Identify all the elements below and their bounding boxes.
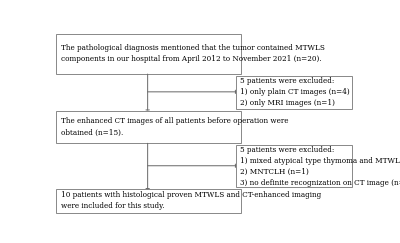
FancyBboxPatch shape — [236, 145, 352, 187]
Text: 5 patients were excluded:
1) only plain CT images (n=4)
2) only MRI images (n=1): 5 patients were excluded: 1) only plain … — [240, 77, 350, 107]
FancyBboxPatch shape — [56, 189, 241, 213]
FancyBboxPatch shape — [236, 76, 352, 109]
Text: 5 patients were excluded:
1) mixed atypical type thymoma and MTWLS (n=3)
2) MNTC: 5 patients were excluded: 1) mixed atypi… — [240, 146, 400, 187]
Text: 10 patients with histological proven MTWLS and CT-enhanced imaging
were included: 10 patients with histological proven MTW… — [61, 191, 321, 210]
FancyBboxPatch shape — [56, 111, 241, 143]
Text: The enhanced CT images of all patients before operation were
obtained (n=15).: The enhanced CT images of all patients b… — [61, 117, 288, 136]
FancyBboxPatch shape — [56, 34, 241, 74]
Text: The pathological diagnosis mentioned that the tumor contained MTWLS
components i: The pathological diagnosis mentioned tha… — [61, 44, 325, 63]
